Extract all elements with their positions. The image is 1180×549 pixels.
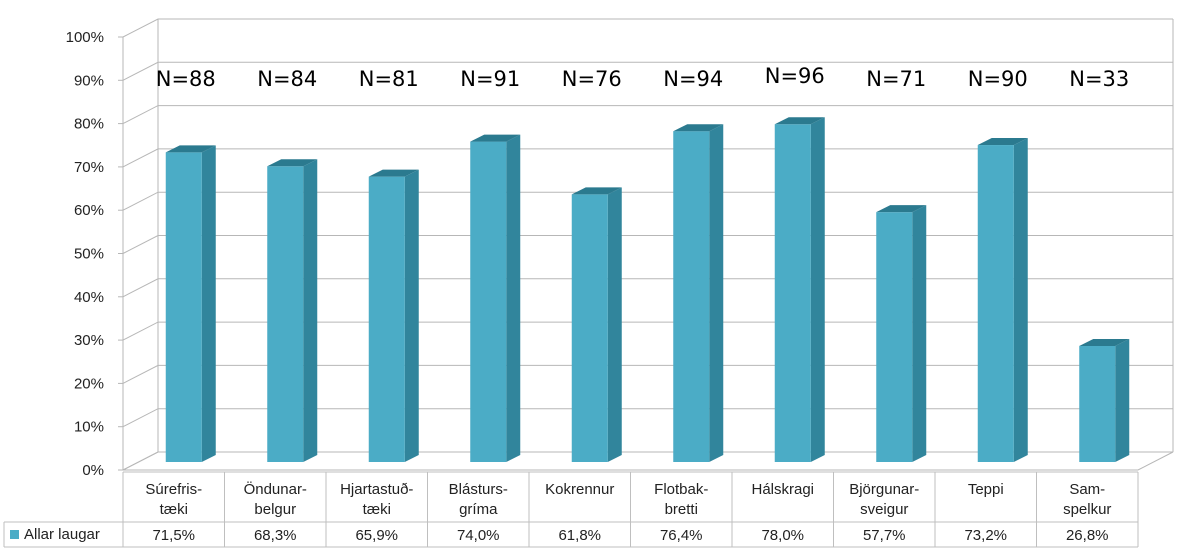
legend-swatch bbox=[10, 530, 19, 539]
bar-side bbox=[709, 124, 724, 463]
y-tick-label: 50% bbox=[74, 246, 104, 263]
gridline bbox=[122, 18, 1173, 38]
data-value-label: 71,5% bbox=[152, 527, 195, 544]
data-value-label: 65,9% bbox=[355, 527, 398, 544]
sample-size-label: N=88 bbox=[156, 67, 216, 91]
category-label: Teppi bbox=[968, 481, 1004, 498]
y-tick-label: 60% bbox=[74, 202, 104, 219]
data-value-label: 73,2% bbox=[964, 527, 1007, 544]
bar bbox=[1079, 338, 1130, 462]
bar-front bbox=[571, 194, 608, 462]
category-label: Hjartastuð- bbox=[340, 481, 413, 498]
bar bbox=[470, 134, 521, 462]
sample-size-label: N=33 bbox=[1069, 67, 1129, 91]
y-tick-label: 20% bbox=[74, 375, 104, 392]
bar bbox=[368, 169, 419, 462]
bar-top bbox=[165, 145, 216, 153]
legend-label: Allar laugar bbox=[24, 526, 100, 543]
bar-layer bbox=[165, 117, 1130, 463]
grid-layer bbox=[118, 18, 1174, 471]
bar-side bbox=[607, 187, 622, 462]
y-tick-label: 10% bbox=[74, 419, 104, 436]
bar-side bbox=[404, 169, 419, 462]
sample-size-label: N=94 bbox=[663, 67, 723, 91]
y-tick-label: 100% bbox=[66, 29, 104, 46]
sample-size-label: N=81 bbox=[359, 67, 419, 91]
bar-top bbox=[1079, 338, 1130, 346]
bar-front bbox=[977, 145, 1014, 462]
bar-side bbox=[303, 159, 318, 463]
sample-size-label: N=90 bbox=[968, 67, 1028, 91]
bar-top bbox=[673, 124, 724, 132]
bar bbox=[876, 205, 927, 462]
category-label: Öndunar- bbox=[244, 480, 307, 498]
bar-side bbox=[1115, 338, 1130, 462]
y-tick-label: 70% bbox=[74, 159, 104, 176]
bar-front bbox=[267, 166, 304, 463]
category-label: spelkur bbox=[1063, 501, 1111, 518]
bar bbox=[571, 187, 622, 462]
bar-front bbox=[1079, 345, 1116, 462]
y-tick-label: 0% bbox=[82, 462, 104, 479]
category-label: belgur bbox=[254, 501, 296, 518]
bar bbox=[774, 117, 825, 462]
data-value-label: 76,4% bbox=[660, 527, 703, 544]
bar-front bbox=[165, 152, 202, 462]
bar-front bbox=[470, 141, 507, 462]
data-value-label: 57,7% bbox=[863, 527, 906, 544]
data-value-label: 78,0% bbox=[761, 527, 804, 544]
sample-size-label: N=84 bbox=[257, 67, 317, 91]
y-tick-label: 30% bbox=[74, 332, 104, 349]
category-label: Flotbak- bbox=[654, 481, 708, 498]
category-label: Blásturs- bbox=[449, 481, 508, 498]
bar-top bbox=[876, 205, 927, 213]
bar-front bbox=[368, 176, 405, 462]
data-value-label: 68,3% bbox=[254, 527, 297, 544]
bar-top bbox=[977, 138, 1028, 146]
bar-top bbox=[571, 187, 622, 195]
category-label: Sam- bbox=[1069, 481, 1105, 498]
bar bbox=[165, 145, 216, 462]
y-tick-label: 40% bbox=[74, 289, 104, 306]
data-value-label: 61,8% bbox=[558, 527, 601, 544]
category-label: tæki bbox=[160, 501, 188, 518]
data-value-label: 74,0% bbox=[457, 527, 500, 544]
category-label: sveigur bbox=[860, 501, 908, 518]
category-label: Súrefris- bbox=[145, 481, 202, 498]
bar-side bbox=[1013, 138, 1028, 462]
category-label: tæki bbox=[363, 501, 391, 518]
bar-front bbox=[774, 124, 811, 462]
bar-side bbox=[810, 117, 825, 462]
bar-side bbox=[912, 205, 927, 462]
category-label: gríma bbox=[459, 501, 498, 518]
y-tick-label: 80% bbox=[74, 116, 104, 133]
category-label: bretti bbox=[665, 501, 698, 518]
category-label: Kokrennur bbox=[545, 481, 614, 498]
bar-front bbox=[876, 212, 913, 462]
sample-size-label: N=96 bbox=[765, 64, 825, 88]
y-tick-label: 90% bbox=[74, 72, 104, 89]
bar-top bbox=[470, 134, 521, 142]
bar bbox=[673, 124, 724, 463]
bar-top bbox=[267, 159, 318, 167]
category-label: Hálskragi bbox=[751, 481, 814, 498]
data-table: Súrefris-tæki Öndunar-belgur Hjartastuð-tæ… bbox=[3, 471, 1139, 548]
sample-size-label: N=71 bbox=[866, 67, 926, 91]
bar-side bbox=[506, 134, 521, 462]
bar-top bbox=[368, 169, 419, 177]
bar-side bbox=[201, 145, 216, 462]
bar bbox=[977, 138, 1028, 462]
n-annotation-layer: N=88 N=84 N=81 N=91 N=76 N=94 N=96 N=71 N=90 N=33 bbox=[156, 64, 1130, 91]
gridline bbox=[122, 105, 1173, 125]
bar-front bbox=[673, 131, 710, 463]
chart-floor bbox=[122, 451, 1174, 471]
category-label: Björgunar- bbox=[849, 481, 919, 498]
y-axis-ticks: 0% 10% 20% 30% 40% 50% 60% 70% 80% 90% 100% bbox=[66, 29, 104, 479]
bar bbox=[267, 159, 318, 463]
sample-size-label: N=91 bbox=[460, 67, 520, 91]
data-value-label: 26,8% bbox=[1066, 527, 1109, 544]
bar-top bbox=[774, 117, 825, 125]
sample-size-label: N=76 bbox=[562, 67, 622, 91]
